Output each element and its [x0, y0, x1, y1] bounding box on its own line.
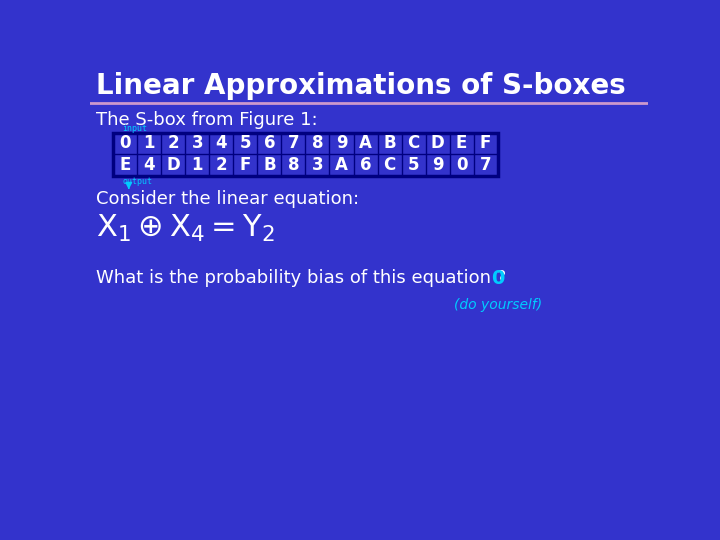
Text: 0: 0: [456, 156, 467, 174]
Text: 7: 7: [480, 156, 492, 174]
Text: 1: 1: [143, 134, 155, 152]
Text: $\mathsf{X}_1\oplus\mathsf{X}_4 = \mathsf{Y}_2$: $\mathsf{X}_1\oplus\mathsf{X}_4 = \maths…: [96, 212, 275, 244]
Text: 9: 9: [336, 134, 347, 152]
Text: C: C: [384, 156, 396, 174]
Text: B: B: [383, 134, 396, 152]
Text: 6: 6: [360, 156, 372, 174]
Text: E: E: [120, 156, 131, 174]
Text: 1: 1: [192, 156, 203, 174]
Text: D: D: [431, 134, 444, 152]
Text: F: F: [240, 156, 251, 174]
Text: A: A: [359, 134, 372, 152]
Text: 9: 9: [432, 156, 444, 174]
Text: 5: 5: [240, 134, 251, 152]
Text: input: input: [122, 124, 148, 133]
Text: 7: 7: [287, 134, 300, 152]
Text: 3: 3: [192, 134, 203, 152]
Text: 5: 5: [408, 156, 419, 174]
Text: 8: 8: [312, 134, 323, 152]
Text: What is the probability bias of this equation ?: What is the probability bias of this equ…: [96, 269, 506, 287]
Text: 0: 0: [492, 268, 505, 288]
Text: A: A: [335, 156, 348, 174]
Text: D: D: [166, 156, 180, 174]
Text: 4: 4: [215, 134, 228, 152]
Text: output: output: [122, 177, 153, 186]
Text: B: B: [263, 156, 276, 174]
Text: 8: 8: [288, 156, 300, 174]
Text: Consider the linear equation:: Consider the linear equation:: [96, 190, 359, 208]
Text: C: C: [408, 134, 420, 152]
Text: 2: 2: [168, 134, 179, 152]
Text: The S-box from Figure 1:: The S-box from Figure 1:: [96, 111, 318, 129]
Text: 6: 6: [264, 134, 275, 152]
Text: 2: 2: [215, 156, 228, 174]
Text: Linear Approximations of S-boxes: Linear Approximations of S-boxes: [96, 72, 626, 100]
Text: 0: 0: [120, 134, 131, 152]
Text: 4: 4: [143, 156, 155, 174]
Text: (do yourself): (do yourself): [454, 298, 542, 312]
Text: E: E: [456, 134, 467, 152]
Text: 3: 3: [312, 156, 323, 174]
Bar: [113, 132, 498, 176]
Text: F: F: [480, 134, 491, 152]
